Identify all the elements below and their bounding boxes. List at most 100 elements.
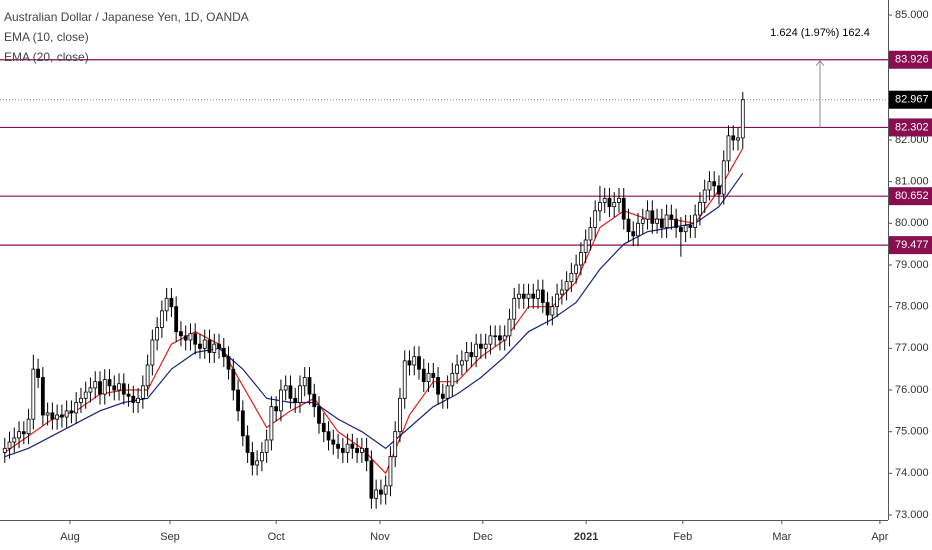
candle-body [564, 281, 569, 291]
candle-body [631, 231, 636, 237]
candle-body [450, 372, 455, 387]
candle-body [340, 447, 345, 453]
price-label: 79.477 [895, 239, 929, 251]
candle-body [88, 387, 93, 393]
candle-body [407, 360, 412, 366]
candle-body [464, 352, 469, 362]
candle-body [317, 406, 321, 424]
candle-body [555, 293, 559, 308]
candle-body [512, 297, 517, 320]
candle-body [212, 343, 217, 353]
candle-body [431, 372, 436, 378]
candle-body [459, 360, 464, 366]
candle-body [36, 368, 40, 378]
candle-body [474, 343, 479, 358]
candle-body [359, 447, 364, 453]
price-label-bg [889, 50, 932, 69]
candle-body [436, 377, 440, 395]
candle-body [259, 452, 264, 462]
y-tick-label: 76.000 [895, 384, 929, 396]
last-price-label: 82.967 [895, 94, 929, 106]
candle-body [688, 225, 693, 228]
candle-body [112, 385, 117, 391]
candle-body [717, 185, 721, 195]
x-tick-label: Aug [60, 531, 80, 543]
y-tick-label: 85.000 [895, 9, 929, 21]
candle-body [140, 385, 145, 399]
candle-body [283, 385, 288, 391]
candle-body [245, 435, 250, 453]
candle-body [645, 210, 650, 220]
x-tick-label: Apr [871, 531, 888, 543]
candle-body [517, 293, 521, 299]
candle-body [264, 439, 269, 453]
price-label: 83.926 [895, 54, 929, 66]
candle-body [574, 264, 579, 274]
measure-label: 1.624 (1.97%) 162.4 [770, 27, 870, 39]
candle-body [664, 214, 669, 228]
chart-title: Australian Dollar / Japanese Yen, 1D, OA… [4, 10, 249, 24]
candle-body [683, 225, 688, 233]
candle-body [650, 210, 655, 224]
candle-body [740, 99, 745, 139]
candle-body [726, 135, 731, 162]
price-label: 82.302 [895, 121, 929, 133]
candle-body [193, 333, 198, 345]
x-tick-label: 2021 [574, 531, 598, 543]
candle-body [483, 343, 488, 349]
y-tick-label: 80.000 [895, 217, 929, 229]
axes: 73.000 74.000 75.000 76.000 77.000 78.000 79.0… [60, 9, 932, 543]
candle-body [731, 135, 736, 141]
candle-body [12, 437, 17, 443]
candle-body [302, 377, 307, 387]
candle-body [255, 460, 260, 466]
candle-body [355, 447, 360, 453]
candle-body [707, 181, 712, 191]
candle-body [493, 335, 498, 338]
candle-body [421, 368, 426, 383]
candle-body [350, 443, 355, 449]
candle-body [545, 302, 550, 316]
price-label-bg [889, 236, 932, 255]
y-tick-label: 77.000 [895, 342, 929, 354]
candle-body [469, 352, 474, 358]
candle-body [578, 252, 583, 266]
candle-body [7, 441, 12, 449]
candle-body [678, 227, 683, 233]
candle-body [345, 443, 350, 453]
candle-body [612, 202, 617, 208]
candle-body [269, 406, 274, 441]
candle-body [221, 347, 226, 358]
candle-body [69, 410, 74, 414]
candle-body [98, 381, 102, 395]
candle-body [602, 197, 607, 203]
legend-entry: EMA (20, close) [4, 50, 89, 64]
candle-body [40, 377, 45, 416]
candle-body [136, 397, 140, 403]
y-tick-label: 75.000 [895, 426, 929, 438]
candle-body [721, 160, 726, 195]
candle-body [331, 439, 336, 445]
x-tick-label: Sep [160, 531, 180, 543]
x-tick-label: Oct [268, 531, 285, 543]
candle-body [188, 333, 193, 341]
ema-line [4, 172, 744, 458]
candle-body [440, 393, 445, 399]
candle-body [93, 381, 98, 389]
candle-body [131, 395, 136, 403]
candle-body [164, 297, 169, 312]
candle-body [150, 339, 155, 366]
candle-body [336, 443, 340, 449]
candle-body [626, 218, 631, 233]
candle-body [64, 410, 69, 418]
candle-body [179, 331, 183, 337]
candle-body [217, 343, 221, 349]
candle-body [159, 310, 164, 328]
candle-body [698, 202, 702, 216]
candle-body [83, 391, 88, 399]
candle-body [693, 214, 698, 228]
candle-body [293, 397, 298, 403]
candle-body [379, 489, 383, 495]
